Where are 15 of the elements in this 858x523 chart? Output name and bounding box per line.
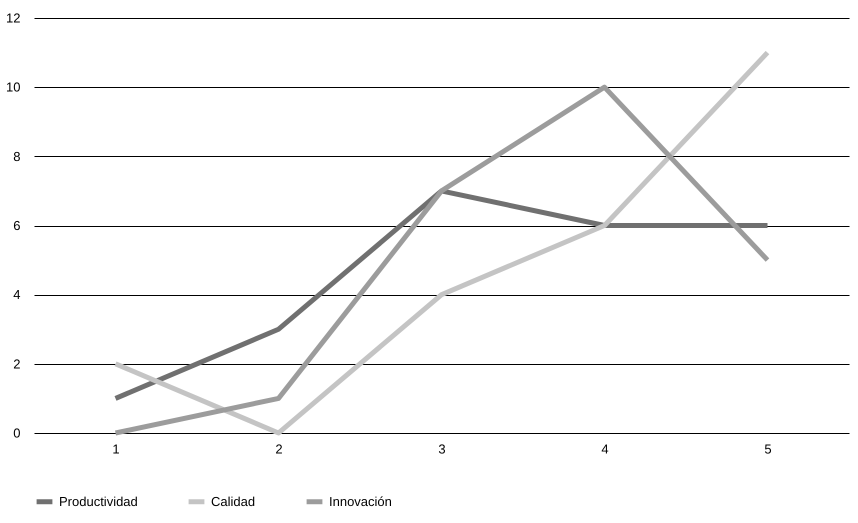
x-tick-label: 2 [275, 442, 283, 456]
y-tick-label: 12 [6, 10, 20, 26]
y-tick-label: 2 [13, 356, 20, 372]
x-tick-label: 4 [601, 442, 609, 456]
y-tick-label: 10 [6, 80, 20, 95]
x-tick-label: 1 [112, 442, 120, 456]
legend-label: Innovación [329, 494, 392, 509]
y-tick-label: 4 [13, 287, 20, 302]
y-tick-label: 6 [13, 218, 20, 233]
y-tick-label: 0 [13, 426, 20, 440]
legend-label: Calidad [211, 494, 256, 509]
x-tick-label: 3 [438, 442, 446, 456]
legend-label: Productividad [59, 494, 138, 509]
y-tick-label: 8 [13, 148, 20, 164]
x-tick-label: 5 [764, 442, 772, 456]
